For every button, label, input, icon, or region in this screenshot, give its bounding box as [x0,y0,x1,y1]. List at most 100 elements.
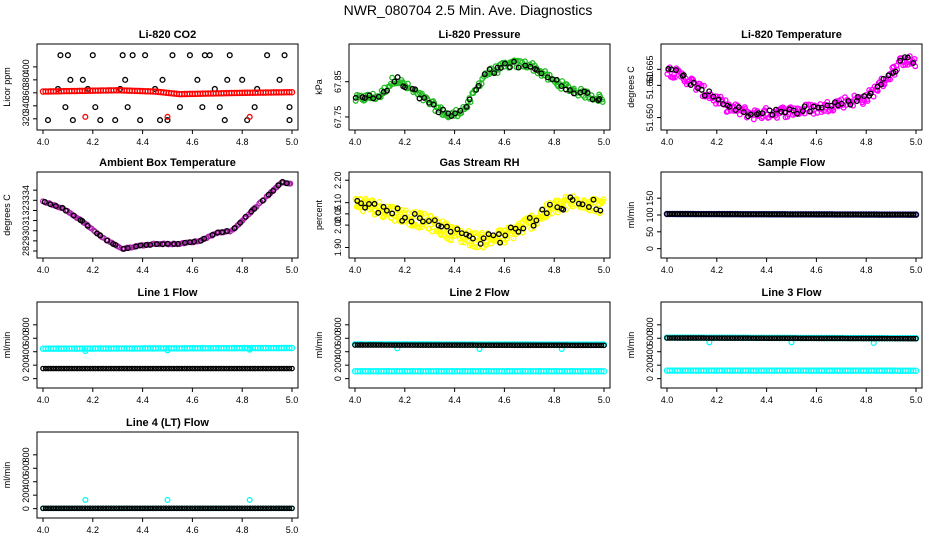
data-point [558,83,565,90]
data-point [522,342,529,349]
data-point [892,211,898,218]
data-point [881,211,888,218]
panel-3: Li-820 Temperature degrees C 4.0 4.2 4.4 4.6 4… [626,29,923,147]
data-point [283,505,290,512]
data-point [213,365,219,372]
data-point [286,88,293,96]
data-point [221,505,227,512]
data-point [402,214,408,221]
data-point [246,496,253,503]
data-point [740,109,747,116]
data-point [721,335,728,341]
data-point [858,211,864,218]
x-tick-label: 4.0 [349,265,362,275]
data-point [288,88,296,96]
x-tick-label: 4.4 [760,395,773,405]
data-point [755,211,762,218]
data-point [574,89,581,96]
data-point [270,365,277,372]
data-point [358,200,365,207]
data-point [391,342,398,348]
data-point [685,211,691,217]
x-tick-label: 4.8 [548,137,561,147]
data-point [215,365,222,372]
data-point [40,505,46,512]
data-point [839,335,846,342]
data-point [782,211,788,218]
data-point [513,64,520,71]
x-tick-label: 4.4 [136,525,149,535]
data-point [105,505,112,512]
y-tick-label: 33 [21,195,31,205]
y-tick-label: 800 [645,317,655,332]
data-point [860,335,867,342]
data-point [876,335,883,342]
data-point [597,207,604,214]
data-point [512,225,519,232]
data-point [845,335,851,342]
data-point [742,335,749,341]
x-tick-label: 4.0 [349,395,362,405]
data-point [463,103,470,110]
data-point [734,211,741,218]
data-point [426,225,433,232]
data-point [567,87,573,94]
data-point [837,335,843,342]
y-tick-label: 800 [21,447,31,462]
data-point [539,206,546,213]
series-group [664,53,919,123]
data-point [281,505,287,512]
data-point [506,64,513,71]
data-point [186,505,193,512]
data-point [192,365,198,372]
data-point [779,335,786,342]
x-tick-label: 4.4 [136,395,149,405]
data-point [171,505,177,512]
data-point [838,100,845,107]
data-point [792,335,799,342]
data-point [398,218,405,225]
data-point [197,505,204,512]
data-point [600,196,607,203]
data-point [716,211,723,217]
data-point [711,211,718,217]
data-point [155,505,162,512]
data-point [360,342,366,348]
x-tick-label: 4.4 [760,137,773,147]
y-tick-label: 0 [21,376,31,381]
data-point [61,365,67,372]
data-point [475,342,482,349]
data-point [850,211,856,218]
series-group [40,178,294,252]
data-point [247,505,253,512]
data-point [286,365,293,372]
y-axis-label: kPa [314,79,324,95]
data-point [234,505,240,512]
data-point [539,214,546,220]
panel-10: Line 4 (LT) Flow ml/min 4.0 4.2 4.4 4.6 4.8 5.0… [2,417,299,535]
data-point [103,365,109,372]
data-point [89,505,96,512]
x-tick-label: 4.6 [498,395,511,405]
data-point [530,342,537,349]
data-point [855,335,862,342]
data-point [104,237,111,244]
data-point [226,505,232,512]
data-point [116,505,122,512]
data-point [855,93,861,100]
y-tick-label: 200 [21,488,31,503]
data-point [239,365,246,372]
data-point [181,505,188,512]
data-point [737,335,744,341]
data-point [270,505,277,512]
data-point [236,365,243,372]
data-point [129,365,135,372]
plot-title: Sample Flow [758,157,826,169]
data-point [45,505,52,512]
data-point [231,225,238,232]
y-tick-label: 100 [645,207,655,222]
data-point [394,342,400,348]
data-point [692,211,699,217]
data-point [376,198,383,205]
data-point [535,342,542,349]
